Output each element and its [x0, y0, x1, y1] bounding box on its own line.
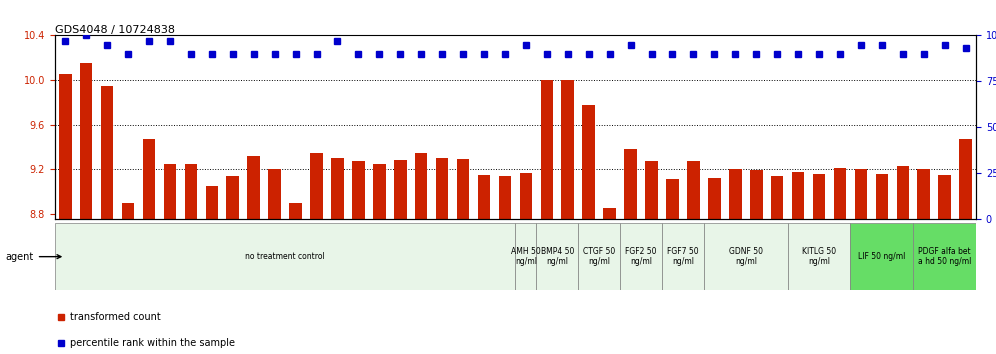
Bar [520, 173, 532, 219]
Text: transformed count: transformed count [70, 312, 160, 322]
FancyBboxPatch shape [516, 223, 537, 290]
Text: no treatment control: no treatment control [245, 252, 325, 261]
FancyBboxPatch shape [913, 223, 976, 290]
Bar [101, 86, 114, 219]
Text: FGF2 50
ng/ml: FGF2 50 ng/ml [625, 247, 656, 266]
Bar [771, 176, 784, 219]
Bar [917, 169, 930, 219]
Text: AMH 50
ng/ml: AMH 50 ng/ml [511, 247, 541, 266]
Bar [750, 170, 763, 219]
FancyBboxPatch shape [55, 223, 516, 290]
Bar [353, 161, 365, 219]
Bar [729, 169, 742, 219]
Bar [122, 203, 134, 219]
Bar [896, 166, 909, 219]
Bar [855, 169, 868, 219]
Bar [708, 178, 721, 219]
Bar [268, 169, 281, 219]
Bar [645, 161, 657, 219]
Text: agent: agent [6, 252, 61, 262]
Bar [604, 208, 616, 219]
Text: GDNF 50
ng/ml: GDNF 50 ng/ml [729, 247, 763, 266]
Bar [205, 186, 218, 219]
Bar [541, 80, 553, 219]
Text: GDS4048 / 10724838: GDS4048 / 10724838 [55, 25, 174, 35]
Bar [184, 164, 197, 219]
Bar [142, 139, 155, 219]
Bar [436, 158, 448, 219]
Bar [247, 156, 260, 219]
FancyBboxPatch shape [704, 223, 788, 290]
Bar [687, 161, 700, 219]
Bar [813, 174, 826, 219]
FancyBboxPatch shape [662, 223, 704, 290]
Bar [792, 171, 805, 219]
Bar [583, 104, 595, 219]
Bar [80, 63, 93, 219]
FancyBboxPatch shape [579, 223, 621, 290]
Text: BMP4 50
ng/ml: BMP4 50 ng/ml [541, 247, 574, 266]
FancyBboxPatch shape [621, 223, 662, 290]
Text: KITLG 50
ng/ml: KITLG 50 ng/ml [802, 247, 836, 266]
FancyBboxPatch shape [851, 223, 913, 290]
Text: PDGF alfa bet
a hd 50 ng/ml: PDGF alfa bet a hd 50 ng/ml [918, 247, 971, 266]
Bar [938, 175, 951, 219]
FancyBboxPatch shape [537, 223, 579, 290]
Bar [499, 176, 511, 219]
Bar [310, 153, 323, 219]
Bar [562, 80, 574, 219]
Bar [374, 164, 385, 219]
Text: LIF 50 ng/ml: LIF 50 ng/ml [859, 252, 905, 261]
Bar [394, 160, 406, 219]
FancyBboxPatch shape [788, 223, 851, 290]
Text: FGF7 50
ng/ml: FGF7 50 ng/ml [667, 247, 699, 266]
Bar [875, 174, 888, 219]
Bar [226, 176, 239, 219]
Bar [163, 164, 176, 219]
Text: CTGF 50
ng/ml: CTGF 50 ng/ml [583, 247, 616, 266]
Bar [331, 158, 344, 219]
Bar [415, 153, 427, 219]
Text: percentile rank within the sample: percentile rank within the sample [70, 338, 235, 348]
Bar [834, 168, 847, 219]
Bar [457, 159, 469, 219]
Bar [478, 175, 490, 219]
Bar [289, 203, 302, 219]
Bar [59, 74, 72, 219]
Bar [959, 139, 972, 219]
Bar [666, 179, 678, 219]
Bar [624, 149, 636, 219]
